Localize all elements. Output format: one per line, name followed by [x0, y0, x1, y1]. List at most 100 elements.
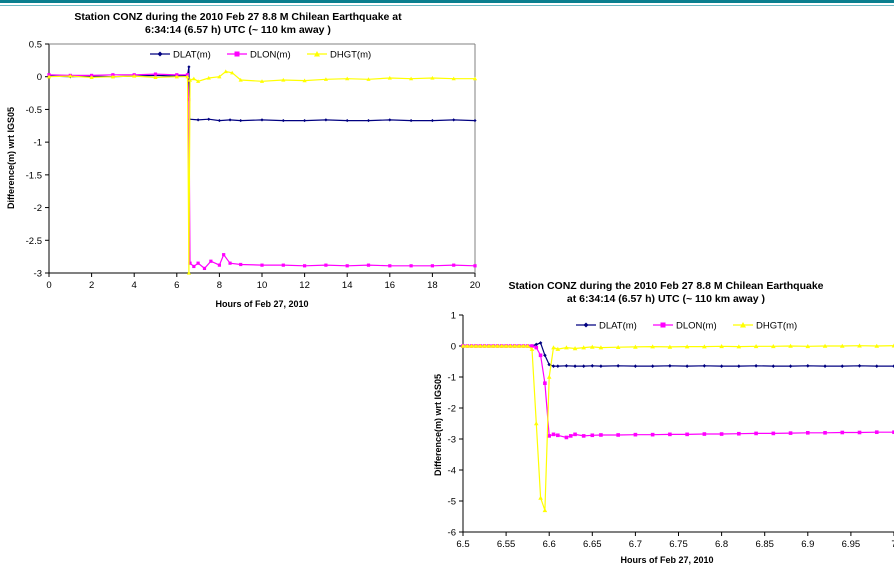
chart2-data-point — [538, 353, 543, 358]
chart2-data-point — [685, 364, 689, 368]
chart1-data-point — [202, 266, 207, 271]
chart1-data-point — [228, 118, 232, 122]
chart1-xtick-label: 2 — [89, 280, 94, 291]
chart1-ytick-label: -0.5 — [26, 105, 42, 116]
chart2-xtick-label: 6.65 — [583, 539, 602, 550]
chart2-data-point — [469, 343, 474, 348]
chart2-data-point — [581, 434, 586, 438]
chart2-data-point — [556, 364, 560, 368]
chart2-data-point — [668, 432, 672, 437]
chart2-data-point — [543, 353, 547, 358]
chart2-data-point — [573, 432, 577, 437]
chart1-xtick-label: 18 — [427, 280, 438, 291]
chart2-data-point — [543, 381, 547, 385]
chart2-data-point — [534, 345, 539, 350]
chart2-data-point — [546, 374, 552, 379]
chart1-data-point — [259, 79, 265, 83]
chart2-data-point — [551, 432, 556, 437]
chart1-legend-label: DLON(m) — [250, 50, 291, 61]
chart2-data-point — [482, 343, 487, 348]
chart2-data-point — [508, 343, 513, 348]
chart2-data-point — [754, 364, 758, 368]
chart1-title-line2: 6:34:14 (6.57 h) UTC (~ 110 km away ) — [145, 24, 331, 36]
chart1-data-point — [217, 118, 221, 123]
chart2-data-point — [806, 364, 810, 368]
header-rule — [0, 0, 894, 3]
chart1-data-point — [153, 72, 158, 76]
chart1-data-point — [430, 75, 435, 80]
chart1-data-point — [387, 75, 392, 80]
chart1-data-point — [323, 77, 328, 81]
chart2-data-point — [512, 343, 518, 348]
chart1-legend-label: DLAT(m) — [173, 50, 211, 61]
chart2-data-point — [719, 364, 724, 368]
chart1-title-line1: Station CONZ during the 2010 Feb 27 8.8 … — [74, 11, 402, 23]
chart1-data-point — [217, 74, 222, 79]
chart2-xtick-label: 6.7 — [629, 539, 642, 550]
chart2-data-point — [685, 432, 689, 437]
chart2-series-line — [463, 345, 894, 439]
chart2-axes: 6.5 6.55 6.6 6.65 6.7 6.75 6.8 6.85 6.9 6.95 7 1 0 -1… — [448, 311, 894, 550]
chart2-data-point — [823, 431, 827, 435]
chart2-data-point — [598, 345, 604, 350]
chart1-data-point — [388, 118, 392, 122]
chart1-xtick-label: 16 — [385, 280, 396, 291]
chart2-legend: DLAT(m) DLON(m) DHGT(m) — [576, 321, 797, 332]
chart2-data-point — [892, 430, 894, 434]
chart2-data-point — [771, 431, 776, 436]
chart2-data-point — [874, 430, 879, 434]
chart1-data-point — [222, 253, 226, 257]
chart1-data-point — [473, 118, 477, 123]
chart2-data-point — [564, 345, 569, 350]
chart1-data-point — [366, 77, 371, 81]
chart2-ytick-label: -5 — [448, 497, 456, 508]
chart2-data-point — [547, 362, 551, 367]
chart2-y-axis-label: Difference(m) wrt IGS05 — [433, 374, 443, 476]
chart2-legend-label: DLON(m) — [676, 321, 717, 332]
chart2-data-point — [874, 343, 880, 348]
chart2-data-point — [840, 364, 845, 368]
chart1-data-point — [187, 65, 191, 69]
chart2-xtick-label: 6.5 — [456, 539, 469, 550]
chart2-data-point — [805, 344, 811, 349]
chart2-data-point — [806, 431, 810, 435]
chart1-xtick-label: 14 — [342, 280, 353, 291]
chart1-data-point — [388, 264, 392, 268]
chart2-ytick-label: -6 — [448, 528, 456, 539]
chart2-series-line — [463, 345, 894, 511]
chart1-data-point — [196, 79, 201, 83]
chart1-data-point — [196, 118, 200, 122]
chart1-data-point — [281, 263, 285, 267]
chart1-data-point — [260, 263, 264, 267]
chart2-data-point — [788, 343, 793, 348]
chart2-data-point — [534, 342, 539, 347]
chart2-data-point — [857, 364, 862, 368]
chart2-data-point — [822, 343, 828, 348]
chart2-data-point — [590, 433, 595, 438]
chart1-ytick-label: -2 — [34, 203, 42, 214]
chart1-data-point — [191, 76, 196, 81]
chart1-series-line — [48, 70, 475, 274]
chart1-data-point — [174, 74, 179, 79]
chart1-data-point — [239, 118, 243, 123]
chart2-data-point — [753, 344, 759, 349]
chart1-data-point — [451, 76, 456, 81]
chart1-data-point — [238, 77, 243, 82]
chart1-xtick-label: 8 — [217, 280, 222, 291]
chart2-data-point — [521, 343, 526, 348]
chart2-series-dlonm — [461, 344, 894, 440]
chart2-xtick-label: 6.9 — [801, 539, 814, 550]
chart2-data-point — [538, 341, 543, 345]
header-rule-thin — [0, 5, 894, 6]
chart2-data-point — [564, 435, 569, 440]
chart2-data-point — [573, 364, 577, 368]
chart2-data-point — [702, 344, 707, 349]
chart1-legend-label: DHGT(m) — [330, 50, 371, 61]
chart2-data-point — [503, 343, 509, 348]
chart1-data-point — [192, 264, 196, 269]
chart1-data-point — [206, 75, 211, 80]
chart1-data-point — [324, 118, 328, 122]
chart2-data-point — [771, 364, 776, 368]
chart1-ytick-label: 0.5 — [29, 40, 42, 51]
chart2-data-point — [486, 343, 492, 348]
